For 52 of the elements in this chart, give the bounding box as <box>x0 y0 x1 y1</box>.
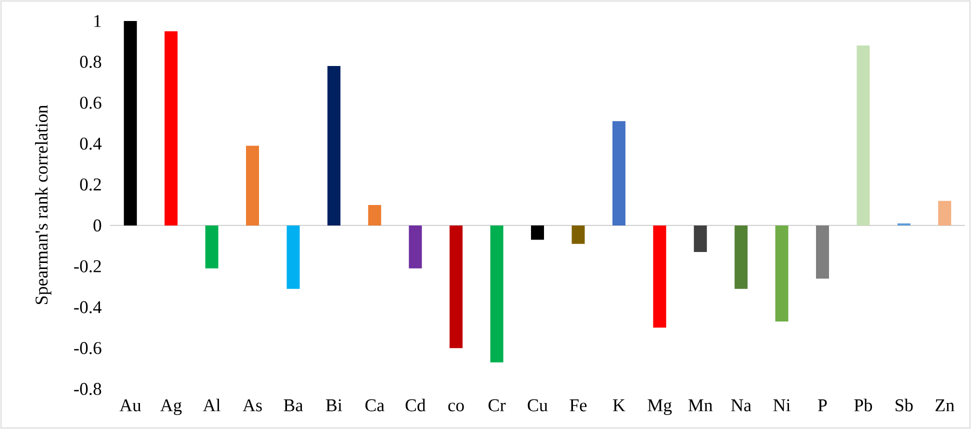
y-tick-label: -0.6 <box>74 342 102 354</box>
bar <box>612 121 626 226</box>
bar <box>205 225 218 268</box>
x-tick-label: Mn <box>688 399 713 412</box>
y-tick-label: 1 <box>94 15 101 27</box>
bar <box>694 225 707 252</box>
y-tick-label: 0.8 <box>80 56 102 68</box>
x-tick-label: Ca <box>365 399 384 412</box>
bar <box>734 225 748 289</box>
bar <box>531 225 544 240</box>
x-tick-label: Ag <box>160 399 182 416</box>
x-tick-label: Ni <box>773 399 790 412</box>
x-tick-label: Fe <box>570 399 587 412</box>
x-tick-label: Cu <box>528 399 548 412</box>
bar <box>164 31 178 226</box>
x-tick-label: Cd <box>406 398 426 412</box>
y-tick-label: 0.2 <box>80 178 101 191</box>
x-tick-label: Bi <box>326 399 342 412</box>
y-tick-label: -0.8 <box>74 382 102 396</box>
x-tick-label: P <box>818 399 827 412</box>
x-tick-label: Cr <box>488 399 506 412</box>
x-tick-label: Zn <box>936 399 954 412</box>
x-tick-label: co <box>448 402 464 412</box>
bar <box>286 225 300 289</box>
x-tick-label: Na <box>731 399 752 412</box>
y-tick-label: -0.4 <box>74 301 102 314</box>
bar <box>653 225 666 328</box>
bar <box>450 225 463 348</box>
x-tick-label: Mg <box>648 399 672 416</box>
bar <box>246 146 260 226</box>
bar <box>490 225 504 362</box>
x-tick-label: Sb <box>896 398 913 412</box>
bar <box>816 225 830 279</box>
x-tick-label: As <box>242 399 262 412</box>
y-axis-title: Spearman's rank correlation <box>35 105 52 304</box>
bar <box>775 225 788 322</box>
bar <box>327 66 340 226</box>
bar <box>368 204 382 226</box>
x-tick-label: Au <box>120 399 142 412</box>
y-tick-label: 0 <box>94 219 102 232</box>
y-tick-label: 0.6 <box>80 96 102 109</box>
x-tick-label: Pb <box>854 398 872 412</box>
bar <box>856 46 870 226</box>
y-tick-label: -0.2 <box>74 260 101 272</box>
x-tick-label: Al <box>202 398 220 412</box>
bar <box>938 200 952 226</box>
bar <box>124 20 137 226</box>
x-tick-label: K <box>612 399 626 412</box>
x-tick-label: Ba <box>284 399 303 412</box>
bar <box>572 225 585 244</box>
y-tick-label: 0.4 <box>80 138 102 150</box>
bar <box>408 225 422 268</box>
